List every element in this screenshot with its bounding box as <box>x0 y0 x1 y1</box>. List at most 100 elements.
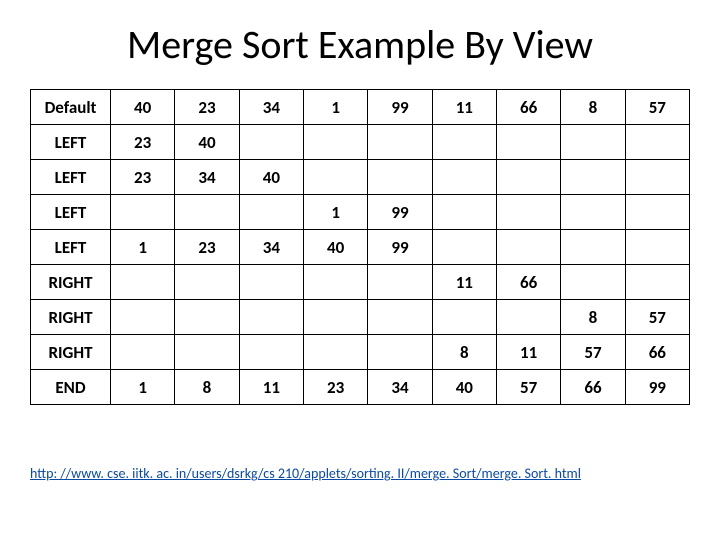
cell: 66 <box>496 90 560 125</box>
cell: 1 <box>111 230 175 265</box>
cell: 99 <box>625 370 689 405</box>
cell: 8 <box>175 370 239 405</box>
cell <box>239 335 303 370</box>
cell <box>432 230 496 265</box>
cell: 8 <box>432 335 496 370</box>
cell <box>561 195 625 230</box>
cell <box>625 195 689 230</box>
cell: 11 <box>432 265 496 300</box>
cell: 1 <box>303 90 367 125</box>
page-title: Merge Sort Example By View <box>30 20 690 69</box>
cell <box>496 195 560 230</box>
source-link[interactable]: http: //www. cse. iitk. ac. in/users/dsr… <box>30 465 581 482</box>
cell: 8 <box>561 90 625 125</box>
cell: 23 <box>303 370 367 405</box>
cell <box>368 300 432 335</box>
cell <box>239 195 303 230</box>
cell <box>368 125 432 160</box>
cell: 99 <box>368 230 432 265</box>
cell: 57 <box>496 370 560 405</box>
cell: 40 <box>303 230 367 265</box>
cell: 23 <box>175 90 239 125</box>
cell: 34 <box>175 160 239 195</box>
cell <box>561 265 625 300</box>
cell <box>496 160 560 195</box>
cell: 11 <box>432 90 496 125</box>
cell <box>625 125 689 160</box>
cell: 99 <box>368 195 432 230</box>
row-label: LEFT <box>31 195 111 230</box>
cell: 40 <box>175 125 239 160</box>
cell: 23 <box>111 125 175 160</box>
cell <box>303 335 367 370</box>
cell <box>561 230 625 265</box>
table-row: RIGHT 11 66 <box>31 265 690 300</box>
cell <box>432 300 496 335</box>
cell <box>111 195 175 230</box>
cell <box>175 265 239 300</box>
cell: 23 <box>111 160 175 195</box>
cell <box>239 300 303 335</box>
cell <box>432 195 496 230</box>
row-label: RIGHT <box>31 335 111 370</box>
cell <box>625 230 689 265</box>
row-label: END <box>31 370 111 405</box>
cell: 57 <box>561 335 625 370</box>
cell: 57 <box>625 90 689 125</box>
cell: 34 <box>239 90 303 125</box>
table-row: LEFT 1 23 34 40 99 <box>31 230 690 265</box>
row-label: LEFT <box>31 230 111 265</box>
table-body: Default 40 23 34 1 99 11 66 8 57 LEFT 23… <box>31 90 690 405</box>
cell <box>175 195 239 230</box>
table-row: LEFT 23 40 <box>31 125 690 160</box>
cell <box>561 160 625 195</box>
cell <box>496 230 560 265</box>
cell: 66 <box>496 265 560 300</box>
cell: 99 <box>368 90 432 125</box>
cell: 1 <box>111 370 175 405</box>
cell <box>303 265 367 300</box>
cell <box>561 125 625 160</box>
cell <box>432 160 496 195</box>
row-label: RIGHT <box>31 265 111 300</box>
cell: 34 <box>239 230 303 265</box>
table-row: RIGHT 8 11 57 66 <box>31 335 690 370</box>
cell <box>303 300 367 335</box>
row-label: LEFT <box>31 125 111 160</box>
cell <box>303 125 367 160</box>
cell <box>303 160 367 195</box>
cell: 66 <box>561 370 625 405</box>
cell <box>111 335 175 370</box>
cell: 8 <box>561 300 625 335</box>
cell <box>496 125 560 160</box>
cell: 66 <box>625 335 689 370</box>
cell <box>111 265 175 300</box>
table-row: LEFT 23 34 40 <box>31 160 690 195</box>
slide: Merge Sort Example By View Default 40 23… <box>0 0 720 540</box>
cell: 11 <box>496 335 560 370</box>
row-label: RIGHT <box>31 300 111 335</box>
cell <box>625 160 689 195</box>
cell: 1 <box>303 195 367 230</box>
cell: 40 <box>111 90 175 125</box>
cell <box>368 265 432 300</box>
cell <box>239 265 303 300</box>
cell: 40 <box>432 370 496 405</box>
table-row: LEFT 1 99 <box>31 195 690 230</box>
cell <box>432 125 496 160</box>
table-row: Default 40 23 34 1 99 11 66 8 57 <box>31 90 690 125</box>
row-label: Default <box>31 90 111 125</box>
cell: 57 <box>625 300 689 335</box>
cell <box>368 335 432 370</box>
cell: 11 <box>239 370 303 405</box>
cell <box>111 300 175 335</box>
cell <box>239 125 303 160</box>
cell <box>625 265 689 300</box>
cell <box>175 300 239 335</box>
cell <box>368 160 432 195</box>
row-label: LEFT <box>31 160 111 195</box>
cell: 34 <box>368 370 432 405</box>
merge-sort-table: Default 40 23 34 1 99 11 66 8 57 LEFT 23… <box>30 89 690 405</box>
cell: 23 <box>175 230 239 265</box>
table-row: RIGHT 8 57 <box>31 300 690 335</box>
